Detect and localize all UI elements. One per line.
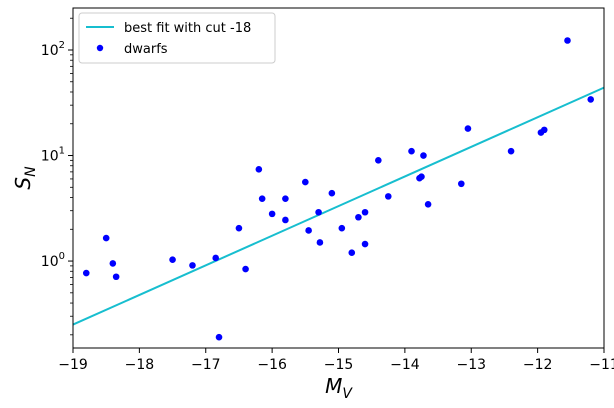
data-point — [418, 173, 425, 180]
data-point — [305, 227, 312, 234]
fit-line-layer — [72, 86, 605, 326]
legend-fit-line-label: best fit with cut -18 — [124, 21, 251, 36]
x-tick-label: −16 — [257, 357, 287, 373]
data-point — [212, 254, 220, 262]
y-axis-title-sub: N — [23, 166, 39, 177]
data-point — [112, 273, 120, 281]
data-point — [109, 260, 117, 267]
x-tick-label: −11 — [589, 357, 614, 373]
data-point — [215, 333, 223, 341]
data-point — [408, 147, 415, 155]
x-tick-label: −14 — [390, 357, 420, 373]
legend: best fit with cut -18 dwarfs — [78, 12, 276, 64]
data-point — [235, 224, 243, 232]
data-point — [361, 240, 369, 248]
legend-box — [78, 12, 276, 64]
data-point — [338, 224, 346, 232]
data-point — [355, 213, 362, 221]
x-axis-title: MV — [325, 374, 353, 402]
data-point — [564, 37, 571, 44]
data-point — [189, 262, 196, 269]
data-point — [268, 210, 276, 218]
data-point — [282, 216, 289, 224]
data-point — [375, 157, 382, 164]
data-point — [258, 195, 266, 202]
y-axis-title: SN — [11, 166, 39, 190]
x-ticks-layer: −19 −18 −17 −16 −15 −14 −13 −12 −11 — [58, 348, 614, 373]
data-point — [315, 208, 322, 216]
data-point — [361, 208, 369, 216]
data-point — [328, 189, 336, 197]
points-layer — [82, 37, 595, 341]
data-point — [255, 166, 263, 173]
data-point — [169, 256, 176, 263]
data-point — [384, 193, 392, 200]
data-point — [242, 265, 249, 273]
data-point — [316, 239, 324, 246]
data-point — [424, 200, 432, 208]
x-tick-label: −15 — [324, 357, 354, 373]
legend-dwarfs-label: dwarfs — [124, 42, 168, 57]
x-tick-label: −13 — [456, 357, 486, 373]
fit-line — [72, 86, 605, 326]
data-point — [302, 178, 309, 186]
y-axis-title-main: S — [11, 177, 35, 190]
x-axis-title-main: M — [325, 374, 342, 398]
y-ticks-layer: 100 101 102 — [41, 17, 73, 336]
data-point — [457, 180, 465, 188]
data-point — [282, 195, 289, 202]
data-point — [420, 152, 427, 159]
data-point — [540, 126, 548, 134]
legend-dwarfs-swatch — [96, 44, 104, 52]
x-tick-label: −12 — [523, 357, 553, 373]
data-point — [587, 96, 595, 103]
x-tick-label: −19 — [58, 357, 88, 373]
data-point — [348, 249, 356, 256]
x-tick-label: −18 — [125, 357, 155, 373]
x-tick-label: −17 — [191, 357, 221, 373]
data-point — [464, 125, 472, 132]
y-tick-label: 101 — [41, 146, 65, 165]
data-point — [102, 234, 110, 242]
y-tick-label: 102 — [41, 40, 65, 59]
y-tick-label: 100 — [41, 251, 65, 270]
data-point — [82, 269, 90, 277]
data-point — [507, 147, 515, 155]
x-axis-title-sub: V — [342, 386, 353, 402]
